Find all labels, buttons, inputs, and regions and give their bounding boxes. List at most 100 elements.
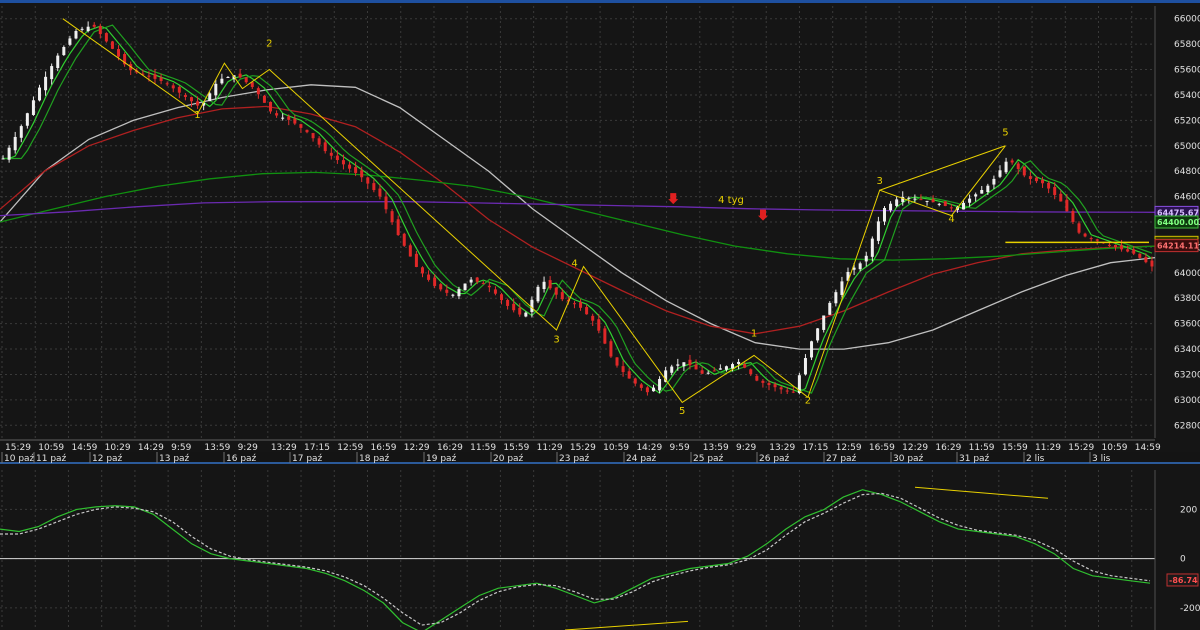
- date-tick-label: 24 paź: [626, 454, 657, 464]
- candle-body: [816, 328, 820, 341]
- candle-body: [159, 77, 163, 81]
- wave-label: 3: [877, 176, 883, 187]
- candle-body: [518, 307, 522, 315]
- time-tick-label: 16:59: [869, 443, 895, 453]
- candle-body: [1004, 161, 1008, 173]
- price-tick-label: 62800: [1174, 421, 1200, 431]
- candle-body: [852, 267, 856, 270]
- candle-body: [810, 341, 814, 358]
- candle-body: [621, 366, 625, 373]
- candle-body: [925, 200, 929, 202]
- candle-body: [238, 73, 242, 78]
- osc-last-value-tag: [1166, 573, 1199, 587]
- candle-body: [536, 286, 540, 302]
- candle-body: [44, 76, 48, 91]
- candle-body: [1065, 199, 1069, 212]
- time-tick-label: 13:59: [204, 443, 230, 453]
- candle-body: [147, 75, 151, 77]
- time-tick-label: 14:59: [1135, 443, 1161, 453]
- candle-body: [153, 74, 157, 79]
- candle-body: [542, 281, 546, 290]
- candle-body: [414, 253, 418, 267]
- time-tick-label: 17:15: [304, 443, 330, 453]
- candle-body: [256, 88, 260, 95]
- candle-body: [493, 289, 497, 294]
- candle-body: [86, 26, 90, 32]
- candle-body: [791, 391, 795, 393]
- candle-body: [1059, 193, 1063, 202]
- candle-body: [834, 292, 838, 304]
- date-tick-label: 16 paź: [226, 454, 257, 464]
- candle-body: [658, 379, 662, 391]
- time-tick-label: 12:29: [902, 443, 928, 453]
- candle-body: [700, 370, 704, 374]
- candle-body: [92, 24, 96, 27]
- candle-body: [250, 82, 254, 87]
- date-tick-label: 12 paź: [92, 454, 123, 464]
- time-tick-label: 11:59: [470, 443, 496, 453]
- candle-body: [913, 198, 917, 200]
- candle-body: [882, 208, 886, 222]
- candle-body: [202, 102, 206, 106]
- candle-body: [463, 283, 467, 291]
- ma-series-line: [0, 201, 1156, 217]
- candle-body: [761, 380, 765, 383]
- candle-body: [378, 188, 382, 197]
- candle-body: [311, 133, 315, 139]
- candle-body: [196, 101, 200, 106]
- candle-body: [305, 129, 309, 133]
- price-tick-label: 63000: [1174, 396, 1200, 406]
- time-tick-label: 15:29: [570, 443, 596, 453]
- candle-body: [275, 113, 279, 116]
- candle-body: [822, 315, 826, 330]
- candle-body: [341, 160, 345, 165]
- candle-body: [724, 366, 728, 370]
- price-tick-label: 65000: [1174, 142, 1200, 152]
- time-tick-label: 12:59: [836, 443, 862, 453]
- candle-body: [931, 199, 935, 203]
- candle-body: [767, 383, 771, 386]
- time-tick-label: 9:59: [171, 443, 191, 453]
- candle-body: [560, 292, 564, 300]
- date-tick-label: 25 paź: [693, 454, 724, 464]
- candle-body: [348, 164, 352, 169]
- wave-label: 1: [194, 110, 200, 121]
- date-tick-label: 18 paź: [359, 454, 390, 464]
- candle-body: [737, 361, 741, 364]
- candle-body: [13, 136, 17, 151]
- time-tick-label: 13:59: [703, 443, 729, 453]
- candle-body: [943, 201, 947, 207]
- candle-body: [803, 358, 807, 375]
- oscillator-line: [0, 489, 1151, 630]
- candle-body: [408, 245, 412, 257]
- oscillator-line: [0, 492, 1151, 626]
- candle-body: [749, 369, 753, 375]
- time-tick-label: 13:29: [769, 443, 795, 453]
- time-tick-label: 10:59: [38, 443, 64, 453]
- candle-body: [998, 170, 1002, 177]
- candle-body: [846, 271, 850, 281]
- candle-body: [974, 194, 978, 197]
- divergence-line: [914, 486, 1049, 499]
- candle-body: [427, 274, 431, 280]
- candle-body: [31, 100, 35, 115]
- candle-body: [895, 199, 899, 206]
- last-value-text: 64214.11: [1157, 242, 1199, 251]
- candle-body: [439, 284, 443, 290]
- down-arrow-icon: [758, 209, 769, 221]
- candle-body: [1089, 238, 1093, 240]
- candle-body: [889, 203, 893, 211]
- time-tick-label: 15:59: [1002, 443, 1028, 453]
- candle-body: [828, 302, 832, 315]
- candle-body: [19, 126, 23, 138]
- candle-body: [1138, 253, 1142, 258]
- candle-body: [214, 83, 218, 96]
- candle-body: [123, 54, 127, 65]
- candle-body: [645, 387, 649, 393]
- time-tick-label: 11:59: [969, 443, 995, 453]
- candle-body: [876, 221, 880, 241]
- fast-ma-line: [3, 25, 1153, 395]
- candle-body: [56, 55, 60, 69]
- time-tick-label: 14:29: [636, 443, 662, 453]
